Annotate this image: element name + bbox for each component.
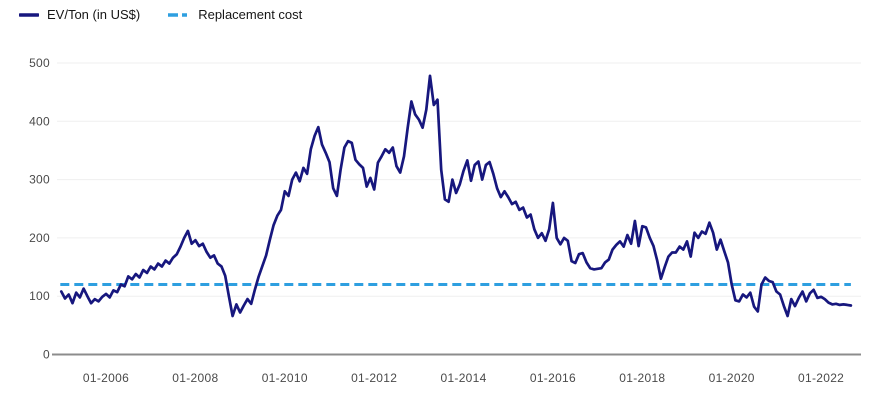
x-tick-label: 01-2020 xyxy=(709,371,755,385)
ev-ton-series-line xyxy=(59,74,853,318)
x-tick-label: 01-2014 xyxy=(440,371,486,385)
chart-legend: EV/Ton (in US$) Replacement cost xyxy=(19,8,302,21)
solid-line-swatch xyxy=(19,12,39,17)
x-tick-label: 01-2016 xyxy=(530,371,576,385)
y-tick-label: 500 xyxy=(29,56,50,70)
x-tick-label: 01-2012 xyxy=(351,371,397,385)
legend-label-replacement-cost: Replacement cost xyxy=(198,7,303,22)
x-tick-label: 01-2022 xyxy=(798,371,844,385)
y-tick-label: 200 xyxy=(29,231,50,245)
x-tick-label: 01-2008 xyxy=(172,371,218,385)
y-tick-label: 400 xyxy=(29,114,50,128)
y-tick-label: 100 xyxy=(29,289,50,303)
legend-item-ev-ton[interactable]: EV/Ton (in US$) xyxy=(19,8,140,21)
x-tick-label: 01-2018 xyxy=(619,371,665,385)
y-tick-label: 0 xyxy=(43,348,50,362)
dashed-line-swatch xyxy=(168,12,191,17)
legend-label-ev-ton: EV/Ton (in US$) xyxy=(47,7,141,22)
x-tick-label: 01-2010 xyxy=(262,371,308,385)
y-tick-label: 300 xyxy=(29,173,50,187)
legend-item-replacement-cost[interactable]: Replacement cost xyxy=(168,8,302,21)
x-tick-label: 01-2006 xyxy=(83,371,129,385)
